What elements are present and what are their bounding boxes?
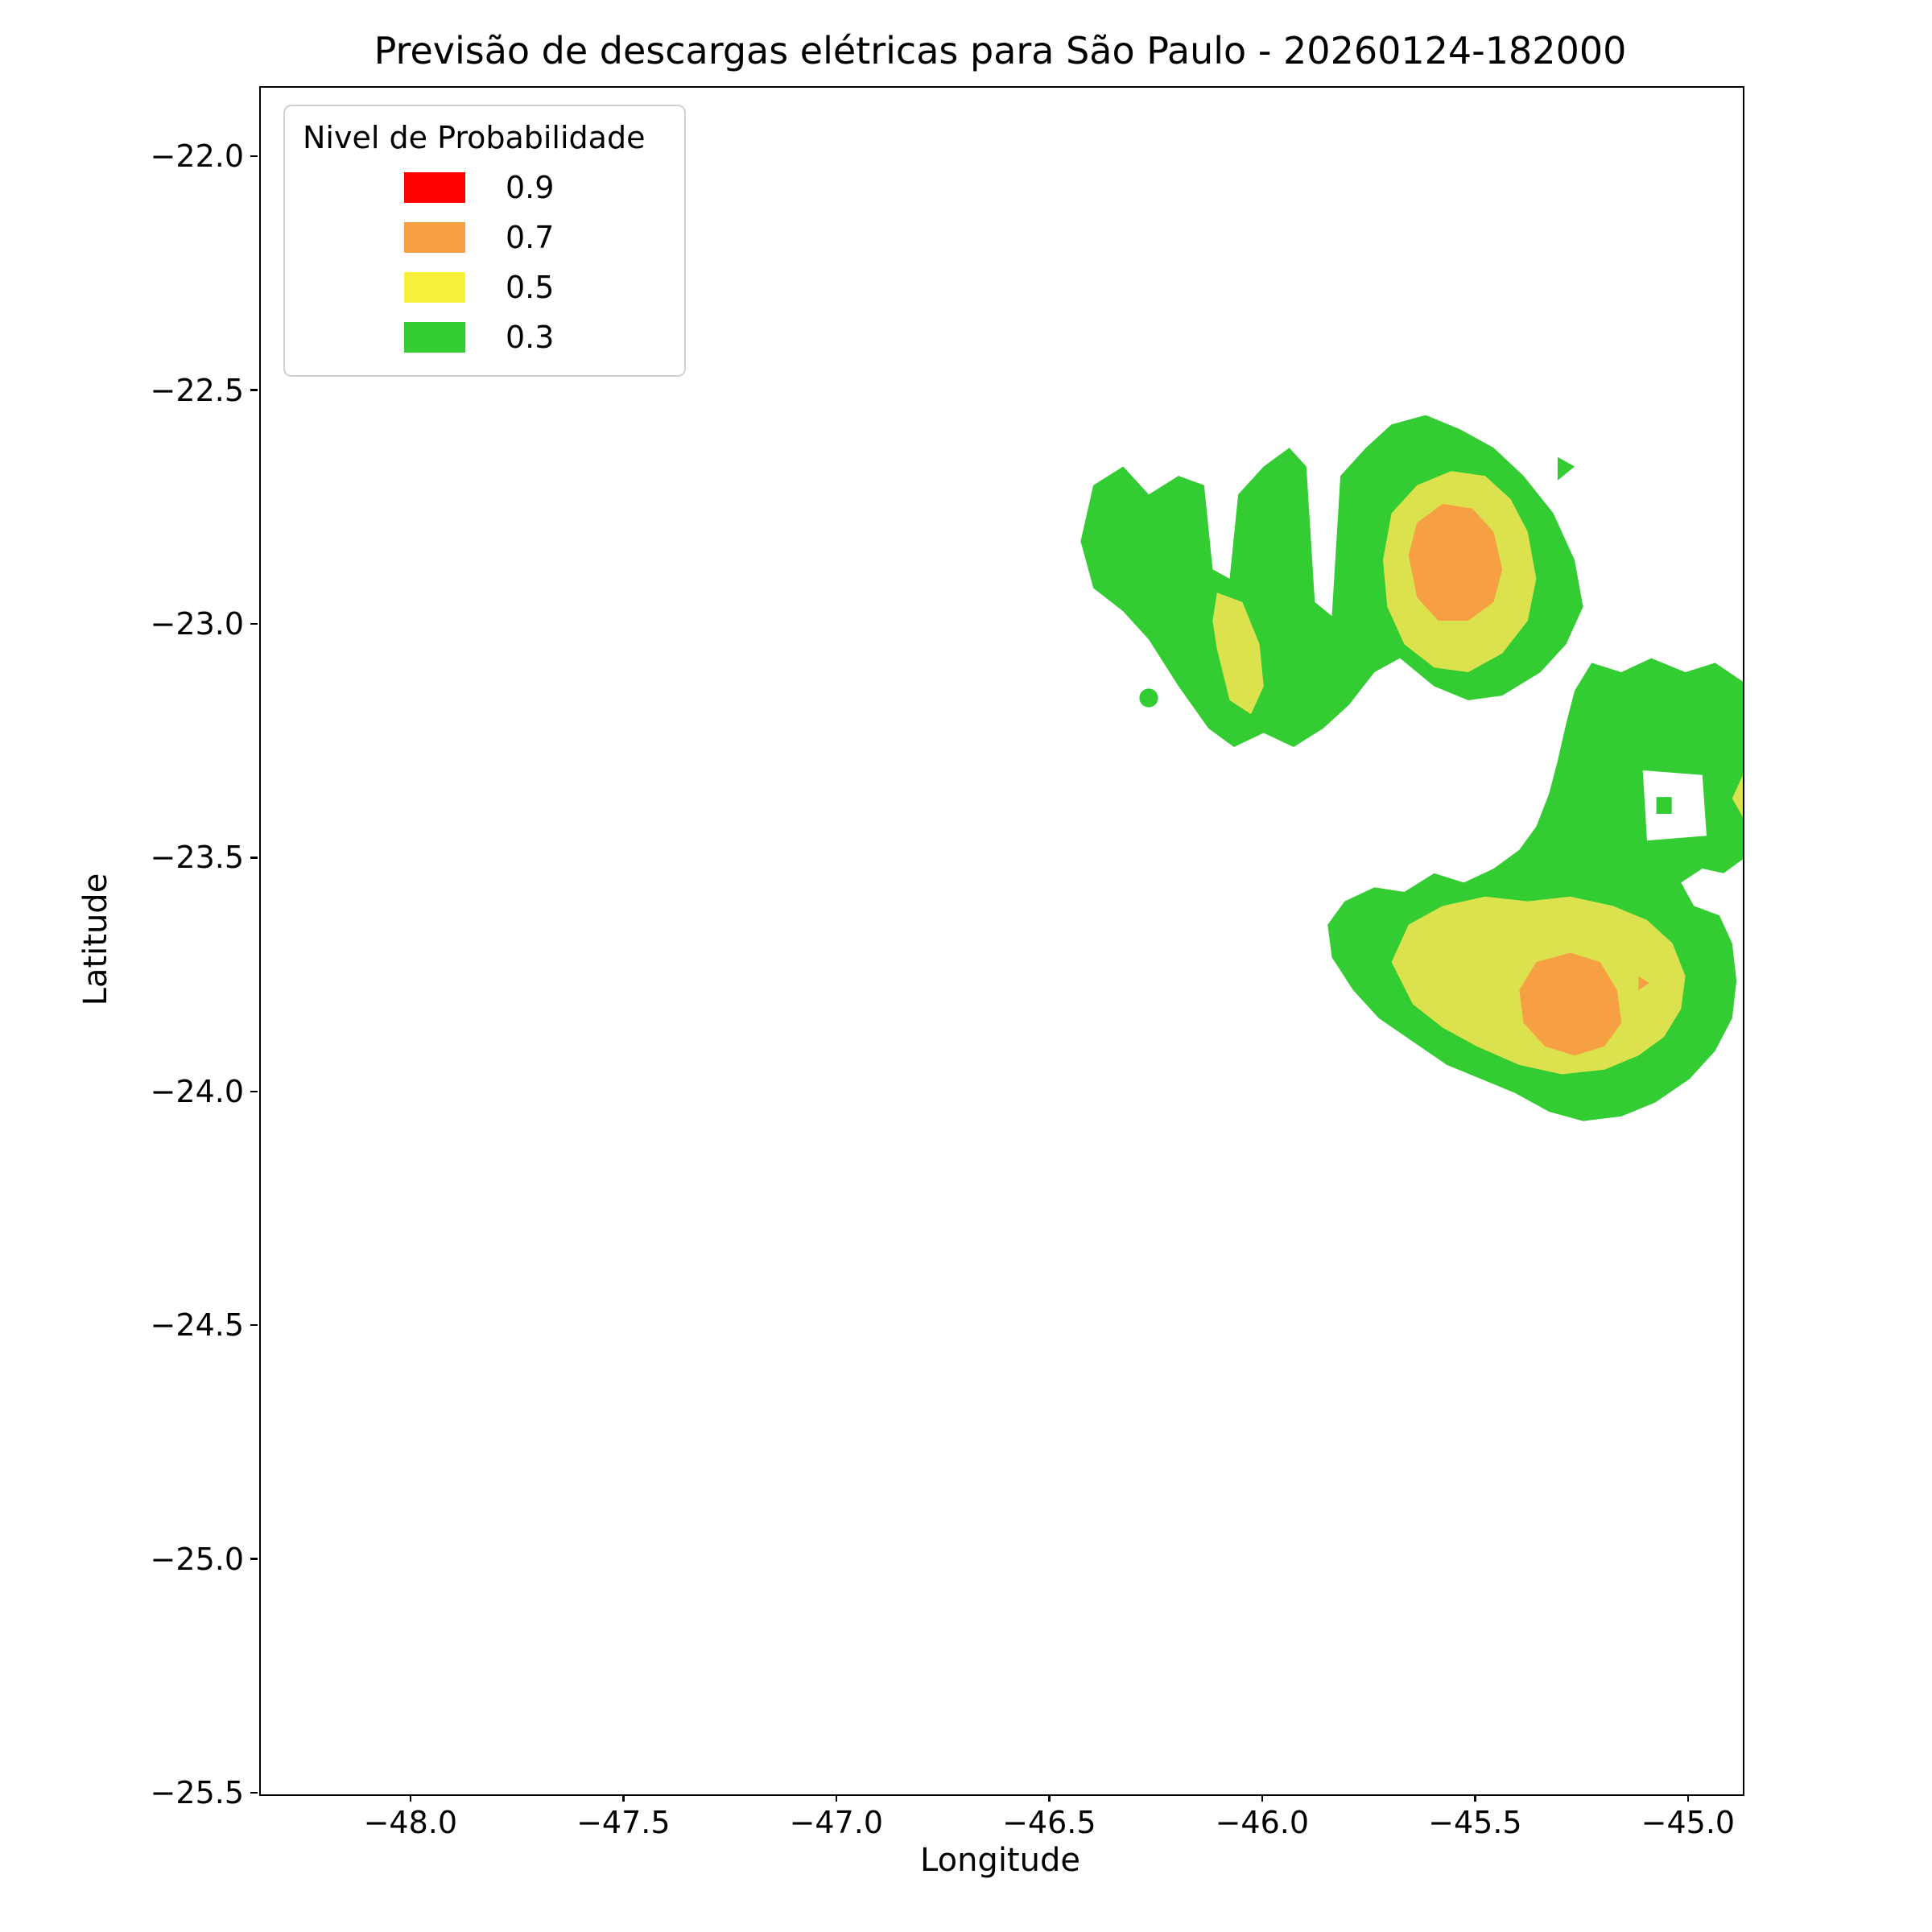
legend-label: 0.9 [506,170,555,205]
y-axis-label: Latitude [77,873,114,1006]
y-tick-label: −22.0 [150,138,244,175]
legend-label: 0.3 [506,320,555,355]
contour-region-south-orange-speck [1638,976,1649,990]
y-tick-mark [250,1558,258,1560]
contour-region-south-yellow-edge-sliver [1732,774,1743,818]
contour-region-north-yellow-left-sliver [1212,592,1264,715]
x-tick-mark [1686,1794,1690,1802]
y-tick-label: −24.0 [150,1073,244,1109]
y-tick-label: −24.5 [150,1307,244,1344]
legend-entries: 0.9 0.7 0.5 0.3 [298,163,671,362]
contour-region-south-green-square [1656,797,1672,814]
legend-swatch-0.5 [404,272,465,303]
contour-region-north-green-triangle [1557,456,1575,481]
contour-region-north-orange-core [1408,503,1503,621]
contour-region-north-green-dot [1139,688,1158,708]
y-tick-label: −23.5 [150,840,244,876]
contour-plot-svg [1080,415,1743,1121]
y-tick-mark [250,622,258,625]
y-tick-label: −22.5 [150,372,244,408]
legend-entry-0.7: 0.7 [298,213,671,262]
x-tick-label: −47.5 [576,1805,671,1840]
y-tick-label: −25.0 [150,1541,244,1577]
x-tick-label: −48.0 [363,1805,458,1840]
legend-swatch-0.7 [404,222,465,253]
y-tick-mark [250,857,258,859]
x-tick-mark [409,1794,412,1802]
x-tick-label: −46.0 [1215,1805,1310,1840]
x-tick-label: −45.5 [1428,1805,1522,1840]
legend-swatch-0.9 [404,172,465,203]
legend-entry-0.9: 0.9 [298,163,671,213]
y-tick-mark [250,1791,258,1794]
y-tick-label: −23.0 [150,605,244,642]
x-tick-mark [835,1794,838,1802]
legend-label: 0.7 [506,220,555,255]
x-tick-mark [622,1794,625,1802]
x-tick-mark [1261,1794,1264,1802]
y-tick-mark [250,155,258,158]
contour-region-south-orange-core [1519,952,1622,1056]
x-tick-mark [1048,1794,1051,1802]
x-tick-label: −45.0 [1641,1805,1736,1840]
legend-entry-0.3: 0.3 [298,312,671,362]
legend-swatch-0.3 [404,322,465,353]
y-tick-mark [250,1323,258,1327]
legend: Nivel de Probabilidade 0.9 0.7 0.5 0.3 [283,105,686,377]
y-tick-mark [250,389,258,391]
x-axis-label: Longitude [920,1842,1080,1879]
x-tick-label: −46.5 [1002,1805,1096,1840]
legend-title: Nivel de Probabilidade [303,120,646,155]
legend-entry-0.5: 0.5 [298,262,671,312]
y-tick-mark [250,1090,258,1092]
legend-label: 0.5 [506,270,555,305]
x-tick-mark [1474,1794,1476,1802]
plot-area [259,86,1744,1796]
chart-title: Previsão de descargas elétricas para São… [374,29,1627,72]
y-tick-label: −25.5 [150,1775,244,1810]
x-tick-label: −47.0 [789,1805,884,1840]
